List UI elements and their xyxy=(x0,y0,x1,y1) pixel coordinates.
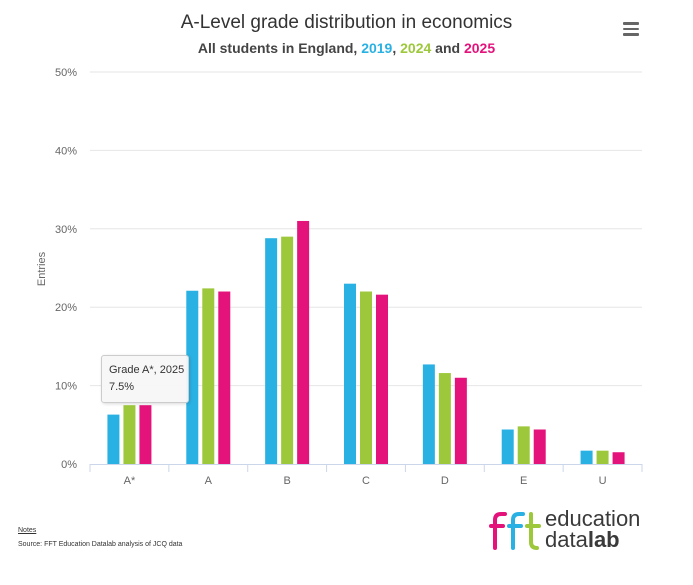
y-axis-label: Entries xyxy=(36,251,48,286)
bar-2024-U xyxy=(596,450,609,464)
chart-title: A-Level grade distribution in economics xyxy=(180,12,513,33)
bar-2025-B xyxy=(297,220,310,464)
bar-2019-C xyxy=(344,283,356,464)
source-text: Source: FFT Education Datalab analysis o… xyxy=(18,541,183,548)
x-axis-ticks: A* A B C D E U xyxy=(124,475,607,487)
x-tick-label: A xyxy=(205,475,213,487)
legend-2025[interactable]: 2025 xyxy=(463,40,496,56)
subtitle-sep-1: , xyxy=(392,40,401,56)
fft-education-datalab-logo: education datalab xyxy=(487,508,667,552)
subtitle-prefix: All students in England, xyxy=(197,40,362,56)
tooltip-value: 7.5% xyxy=(109,381,135,393)
x-axis xyxy=(89,464,643,472)
bar-2024-D xyxy=(438,373,451,464)
tooltip: Grade A*, 2025 7.5% xyxy=(101,355,189,403)
bar-2025-C xyxy=(376,294,388,464)
hamburger-menu-icon[interactable] xyxy=(623,22,639,36)
logo-word-lab: lab xyxy=(587,527,620,552)
fft-logo-icon xyxy=(489,512,541,550)
x-tick-label: B xyxy=(283,475,290,487)
bar-2019-Astar xyxy=(107,414,120,464)
y-tick-label: 20% xyxy=(55,302,77,314)
x-tick-label: E xyxy=(520,475,527,487)
bar-2025-Astar xyxy=(139,405,152,464)
tooltip-title: Grade A*, 2025 xyxy=(109,364,185,376)
bar-2024-C xyxy=(360,291,372,464)
bar-2025-A xyxy=(218,291,231,464)
bar-2019-U xyxy=(580,450,593,464)
bar-2024-B xyxy=(281,236,294,464)
y-tick-label: 0% xyxy=(61,459,77,471)
legend-2024[interactable]: 2024 xyxy=(400,40,432,56)
y-tick-label: 40% xyxy=(55,145,77,157)
logo-word-data: data xyxy=(545,527,588,552)
logo-word-education: education xyxy=(545,506,641,531)
y-tick-label: 30% xyxy=(55,224,77,236)
subtitle-sep-2: and xyxy=(431,40,464,56)
x-tick-label: A* xyxy=(124,475,136,487)
y-tick-label: 50% xyxy=(55,67,77,79)
y-tick-label: 10% xyxy=(55,381,77,393)
bar-2024-E xyxy=(517,426,530,464)
x-tick-label: U xyxy=(599,475,607,487)
bar-2019-A xyxy=(186,290,199,464)
x-tick-label: C xyxy=(362,475,370,487)
bars xyxy=(107,220,625,464)
bar-2019-D xyxy=(422,364,435,464)
bar-2024-Astar xyxy=(123,405,136,464)
x-tick-label: D xyxy=(441,475,449,487)
bar-2019-B xyxy=(265,238,278,464)
bar-2025-U xyxy=(612,452,625,464)
legend-2019[interactable]: 2019 xyxy=(361,40,393,56)
bar-2025-E xyxy=(533,429,546,464)
logo-word-datalab: datalab xyxy=(545,529,620,551)
bar-chart: 0% 10% 20% 30% 40% 50% A* A B C D E U Entries xyxy=(36,67,643,487)
bar-2019-E xyxy=(501,429,514,464)
bar-2024-A xyxy=(202,288,215,464)
chart-subtitle: All students in England, 2019, 2024 and … xyxy=(0,40,693,56)
notes-link[interactable]: Notes xyxy=(18,527,37,534)
y-axis-ticks: 0% 10% 20% 30% 40% 50% xyxy=(55,67,77,471)
bar-2025-D xyxy=(454,377,467,464)
